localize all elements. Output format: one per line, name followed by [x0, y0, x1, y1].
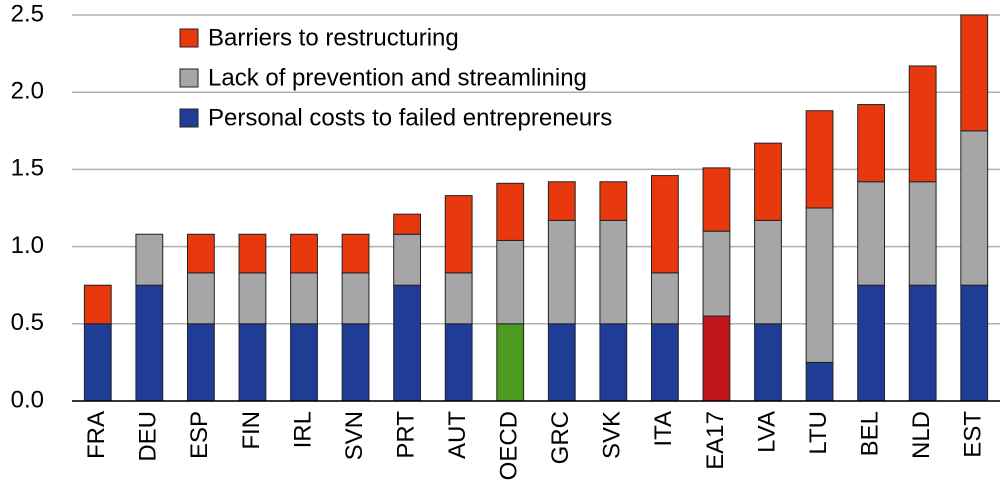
bar-segment [547, 219, 576, 325]
x-tick-label: DEU [135, 411, 162, 462]
y-tick-label: 1.0 [11, 232, 44, 259]
bar-segment [547, 181, 576, 221]
x-tick-label: FIN [238, 411, 265, 450]
bar-segment [496, 323, 525, 402]
bar-segment [650, 323, 679, 402]
x-tick-label: LVA [753, 411, 780, 453]
x-tick-label: PRT [392, 411, 419, 459]
bar-segment [496, 182, 525, 241]
bar-segment [960, 14, 989, 132]
bar-segment [650, 272, 679, 325]
bar-segment [702, 230, 731, 317]
bar-segment [238, 323, 267, 402]
bar-segment [444, 272, 473, 325]
bar-segment [186, 233, 215, 274]
x-tick-label: IRL [289, 411, 316, 448]
x-tick-label: LTU [805, 411, 832, 455]
legend-swatch [179, 28, 199, 48]
x-tick-label: SVK [599, 411, 626, 459]
bar-segment [290, 272, 318, 325]
bar-segment [444, 195, 473, 274]
bar-segment [702, 315, 731, 402]
legend-label: Personal costs to failed entrepreneurs [208, 104, 612, 131]
bar-segment [135, 284, 164, 402]
bar-segment [805, 110, 834, 209]
bar-segment [908, 65, 937, 183]
bar-segment [393, 213, 422, 235]
bar-segment [599, 219, 628, 325]
legend-swatch [179, 68, 199, 88]
x-tick-label: EST [960, 411, 987, 458]
bar-segment [83, 284, 112, 325]
legend-label: Barriers to restructuring [208, 24, 459, 51]
bar-segment [599, 181, 628, 221]
bar-segment [960, 130, 989, 286]
x-tick-label: BEL [856, 411, 883, 456]
bar-segment [238, 272, 267, 325]
bar-segment [805, 207, 834, 363]
bar-segment [186, 323, 215, 402]
bar-segment [393, 233, 422, 286]
y-tick-label: 0.5 [11, 309, 44, 336]
bar-segment [857, 181, 886, 286]
y-tick-label: 0.0 [11, 386, 44, 413]
bar-segment [908, 284, 937, 402]
bar-segment [341, 323, 370, 402]
bar-segment [599, 323, 628, 402]
bar-segment [805, 361, 834, 402]
bar-segment [444, 323, 473, 402]
bar-segment [135, 233, 164, 286]
bar-segment [754, 142, 782, 221]
x-tick-label: GRC [547, 411, 574, 464]
bar-segment [238, 233, 267, 274]
legend-swatch [179, 108, 199, 128]
x-tick-label: ITA [650, 411, 677, 447]
y-tick-label: 1.5 [11, 155, 44, 182]
bar-segment [650, 175, 679, 274]
x-tick-label: FRA [83, 411, 110, 459]
y-tick-label: 2.5 [11, 0, 44, 27]
bar-segment [496, 239, 525, 325]
bar-segment [290, 323, 318, 402]
bar-segment [754, 219, 782, 325]
bar-segment [83, 323, 112, 402]
bar-segment [547, 323, 576, 402]
bar-segment [960, 284, 989, 402]
bar-segment [857, 284, 886, 402]
bar-segment [341, 272, 370, 325]
bar-segment [393, 284, 422, 402]
bar-segment [908, 181, 937, 286]
legend-label: Lack of prevention and streamlining [208, 64, 587, 91]
bar-segment [754, 323, 782, 402]
x-tick-label: OECD [496, 411, 523, 480]
x-tick-label: ESP [186, 411, 213, 459]
y-tick-label: 2.0 [11, 78, 44, 105]
bar-segment [857, 104, 886, 183]
x-tick-label: NLD [908, 411, 935, 459]
x-tick-label: EA17 [702, 411, 729, 470]
bar-segment [341, 233, 370, 274]
bar-segment [702, 167, 731, 232]
bar-segment [290, 233, 318, 274]
x-tick-label: SVN [341, 411, 368, 460]
x-tick-label: AUT [444, 411, 471, 459]
bar-segment [186, 272, 215, 325]
